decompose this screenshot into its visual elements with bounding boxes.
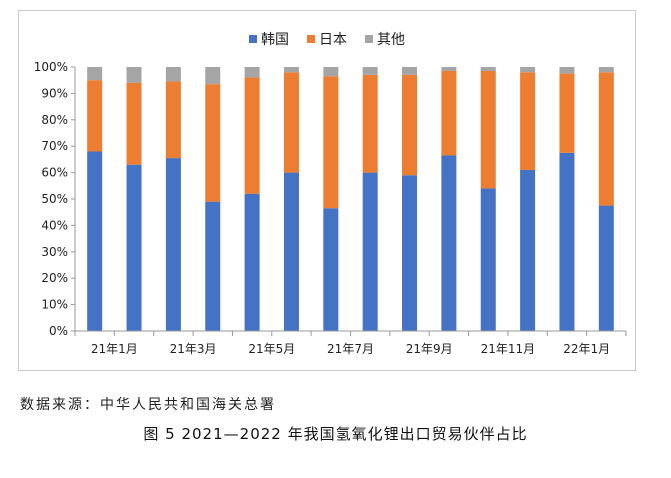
source-note: 数据来源：中华人民共和国海关总署 xyxy=(20,397,276,413)
legend-label-other: 其他 xyxy=(377,32,405,48)
bar-segment-other xyxy=(441,67,457,71)
bar-segment-korea xyxy=(323,208,339,331)
x-tick-label: 21年9月 xyxy=(406,342,453,356)
legend-item-other: 其他 xyxy=(365,29,405,49)
bar-segment-japan xyxy=(402,74,418,176)
legend-label-japan: 日本 xyxy=(319,32,347,48)
bar-segment-korea xyxy=(283,172,299,331)
bar-segment-other xyxy=(480,67,496,71)
bar-segment-korea xyxy=(205,201,221,331)
chart-legend: 韩国 日本 其他 xyxy=(19,29,635,49)
bar-segment-japan xyxy=(205,84,221,202)
legend-swatch-other xyxy=(365,35,373,43)
bar-segment-korea xyxy=(559,152,575,331)
bar-segment-japan xyxy=(87,80,103,152)
y-tick-label: 40% xyxy=(41,218,68,232)
legend-item-japan: 日本 xyxy=(307,29,347,49)
bar-segment-other xyxy=(598,67,614,73)
bar-segment-korea xyxy=(480,188,496,331)
bar-segment-other xyxy=(87,67,103,81)
x-tick-label: 21年1月 xyxy=(91,342,138,356)
bar-segment-korea xyxy=(598,205,614,331)
y-tick-label: 70% xyxy=(41,139,68,153)
bar-segment-korea xyxy=(165,158,181,331)
bar-segment-other xyxy=(323,67,339,77)
bar-segment-japan xyxy=(323,76,339,209)
legend-label-korea: 韩国 xyxy=(261,32,289,48)
legend-swatch-japan xyxy=(307,35,315,43)
bar-segment-korea xyxy=(87,151,103,331)
bar-segment-japan xyxy=(283,72,299,173)
x-tick-label: 21年7月 xyxy=(327,342,374,356)
bar-segment-japan xyxy=(126,82,142,165)
y-tick-label: 0% xyxy=(49,324,68,338)
y-tick-label: 60% xyxy=(41,166,68,180)
bar-segment-japan xyxy=(441,70,457,156)
bar-segment-other xyxy=(559,67,575,74)
bar-segment-korea xyxy=(362,172,378,331)
figure-caption: 图 5 2021—2022 年我国氢氧化锂出口贸易伙伴占比 xyxy=(143,425,528,443)
y-tick-label: 80% xyxy=(41,113,68,127)
bar-segment-japan xyxy=(362,74,378,173)
y-tick-label: 100% xyxy=(34,60,68,74)
bar-segment-korea xyxy=(244,193,260,331)
bar-segment-other xyxy=(362,67,378,75)
bar-segment-other xyxy=(205,67,221,85)
bar-segment-other xyxy=(244,67,260,78)
x-tick-label: 21年3月 xyxy=(170,342,217,356)
legend-item-korea: 韩国 xyxy=(249,29,289,49)
bar-segment-other xyxy=(520,67,536,73)
y-tick-label: 30% xyxy=(41,245,68,259)
bar-segment-japan xyxy=(244,77,260,194)
chart-frame: 韩国 日本 其他 0% 10% 20% 30% 40% 50% 60% 70% 80% 90% 10… xyxy=(18,10,636,371)
x-tick-label: 21年11月 xyxy=(481,342,536,356)
bar-segment-korea xyxy=(402,175,418,331)
bar-segment-japan xyxy=(559,73,575,153)
y-tick-label: 90% xyxy=(41,86,68,100)
bar-segment-japan xyxy=(165,81,181,159)
bar-segment-japan xyxy=(480,70,496,189)
y-tick-label: 10% xyxy=(41,298,68,312)
y-tick-label: 50% xyxy=(41,192,68,206)
stacked-bar-chart: 0% 10% 20% 30% 40% 50% 60% 70% 80% 90% 100% 21年1月 21… xyxy=(34,60,627,356)
x-tick-label: 21年5月 xyxy=(248,342,295,356)
bar-segment-korea xyxy=(126,164,142,331)
bar-segment-korea xyxy=(520,169,536,331)
bar-segment-other xyxy=(126,67,142,83)
bar-segment-other xyxy=(283,67,299,73)
x-tick-label: 22年1月 xyxy=(563,342,610,356)
bar-segment-japan xyxy=(520,72,536,170)
bar-segment-other xyxy=(165,67,181,82)
legend-swatch-korea xyxy=(249,35,257,43)
bar-segment-other xyxy=(402,67,418,75)
y-tick-label: 20% xyxy=(41,271,68,285)
bar-segment-korea xyxy=(441,155,457,331)
bar-segment-japan xyxy=(598,72,614,206)
